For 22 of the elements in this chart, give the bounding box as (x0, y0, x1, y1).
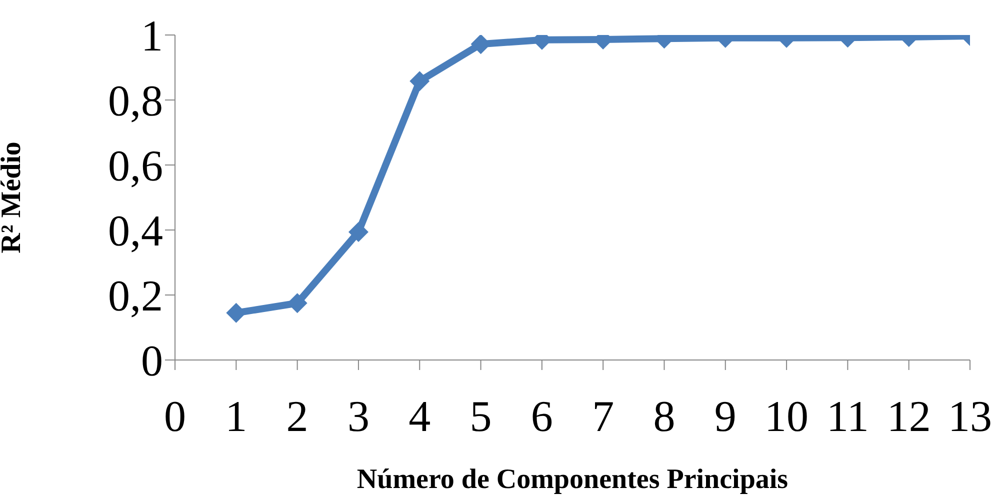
x-tick-label: 11 (826, 392, 869, 442)
x-tick-label: 6 (530, 392, 553, 442)
y-tick-label: 0,6 (108, 142, 163, 191)
y-tick-label: 1 (141, 12, 163, 61)
x-tick-label: 4 (408, 392, 431, 442)
y-tick-label: 0,4 (108, 206, 163, 256)
x-axis-title: Número de Componentes Principais (356, 464, 788, 495)
x-tick-label: 10 (764, 392, 809, 442)
y-tick-label: 0,2 (108, 272, 163, 321)
x-tick-label: 12 (886, 392, 931, 442)
x-tick-label: 9 (714, 392, 736, 442)
x-tick-label: 5 (470, 392, 492, 442)
point (348, 222, 368, 242)
x-tick-label: 8 (653, 392, 676, 442)
x-tick-label: 13 (948, 392, 992, 442)
y-axis-title: R² Médio (0, 142, 27, 254)
x-tick-label: 7 (592, 392, 614, 442)
x-tick-label: 3 (347, 392, 370, 442)
y-tick-label: 0,8 (108, 76, 163, 126)
x-tick-label: 1 (225, 392, 248, 442)
x-tick-label: 2 (286, 392, 308, 442)
y-tick-label: 0 (141, 336, 163, 386)
